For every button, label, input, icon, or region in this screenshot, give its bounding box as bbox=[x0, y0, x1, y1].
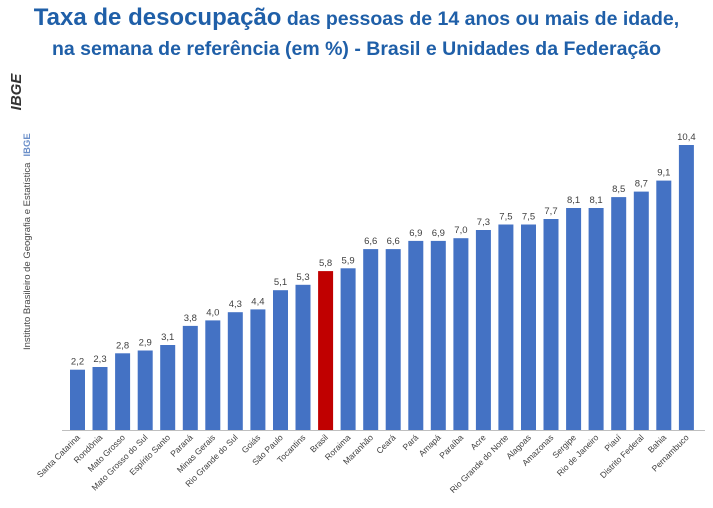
bar bbox=[92, 367, 108, 430]
bar bbox=[70, 369, 85, 430]
bar bbox=[588, 208, 604, 430]
bar bbox=[430, 240, 446, 430]
data-label: 2,9 bbox=[139, 338, 152, 349]
page-subtitle: na semana de referência (em %) - Brasil … bbox=[51, 38, 662, 60]
data-label: 5,8 bbox=[319, 258, 332, 269]
data-label: 6,6 bbox=[387, 236, 400, 247]
title-main: Taxa de desocupação bbox=[33, 4, 282, 31]
data-label: 8,1 bbox=[589, 195, 602, 206]
bar bbox=[453, 238, 469, 430]
category-label: Ceará bbox=[374, 432, 398, 456]
bar bbox=[160, 345, 176, 430]
bar bbox=[385, 249, 401, 430]
title-rest: das pessoas de 14 anos ou mais de idade, bbox=[281, 8, 680, 30]
category-label: Pará bbox=[400, 432, 420, 452]
ibge-logo-icon: IBGE bbox=[8, 73, 25, 111]
data-label: 4,3 bbox=[229, 299, 242, 310]
bar bbox=[678, 145, 694, 430]
data-label: 8,5 bbox=[612, 184, 625, 195]
data-label: 4,4 bbox=[251, 296, 264, 307]
data-label: 5,1 bbox=[274, 277, 287, 288]
bar bbox=[205, 320, 221, 430]
bar bbox=[521, 224, 536, 430]
data-label: 7,3 bbox=[477, 217, 490, 228]
data-label: 4,0 bbox=[206, 307, 219, 318]
bar bbox=[340, 268, 356, 430]
bar bbox=[408, 240, 424, 430]
data-label: 7,5 bbox=[499, 212, 512, 223]
data-label: 5,3 bbox=[296, 272, 309, 283]
data-label: 9,1 bbox=[657, 168, 670, 179]
data-label: 8,7 bbox=[635, 179, 648, 190]
bar bbox=[137, 350, 153, 430]
bar bbox=[250, 309, 266, 430]
data-label: 6,9 bbox=[409, 228, 422, 239]
bar bbox=[498, 224, 514, 430]
data-label: 7,5 bbox=[522, 212, 535, 223]
data-label: 6,9 bbox=[432, 228, 445, 239]
data-label: 2,3 bbox=[93, 354, 106, 365]
data-label: 2,2 bbox=[71, 357, 84, 368]
bar bbox=[363, 249, 379, 430]
bar bbox=[227, 312, 243, 430]
bar bbox=[566, 208, 582, 430]
bar bbox=[656, 180, 672, 430]
bar bbox=[318, 271, 334, 430]
bar bbox=[273, 290, 288, 430]
bar bbox=[475, 230, 491, 430]
category-label: Paraíba bbox=[437, 432, 465, 460]
category-label: Acre bbox=[468, 432, 488, 452]
data-label: 2,8 bbox=[116, 340, 129, 351]
data-label: 8,1 bbox=[567, 195, 580, 206]
bar bbox=[611, 197, 627, 430]
data-label: 10,4 bbox=[677, 132, 696, 143]
data-label: 3,8 bbox=[184, 313, 197, 324]
bar bbox=[543, 219, 559, 430]
data-label: 7,0 bbox=[454, 225, 467, 236]
bar bbox=[295, 284, 311, 430]
data-label: 6,6 bbox=[364, 236, 377, 247]
bar bbox=[182, 325, 198, 430]
data-label: 5,9 bbox=[341, 255, 354, 266]
page-title: Taxa de desocupação das pessoas de 14 an… bbox=[0, 4, 713, 32]
logo-text: IBGE bbox=[8, 73, 25, 111]
data-label: 3,1 bbox=[161, 332, 174, 343]
data-label: 7,7 bbox=[544, 206, 557, 217]
bar bbox=[115, 353, 131, 430]
bar bbox=[633, 191, 649, 430]
